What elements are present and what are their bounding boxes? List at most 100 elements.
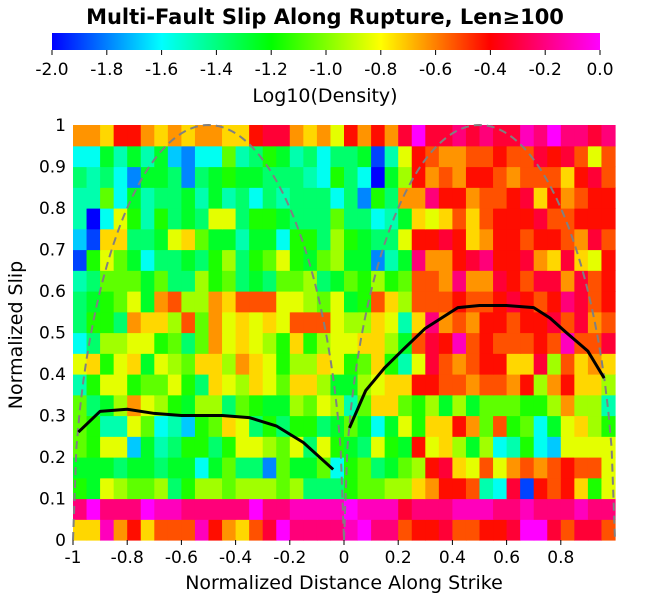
heatmap-cell <box>167 477 182 500</box>
heatmap-cell <box>316 270 332 292</box>
heatmap-cell <box>127 498 142 520</box>
heatmap-cell <box>86 353 101 375</box>
heatmap-cell <box>167 436 182 458</box>
reference-curve <box>343 123 616 541</box>
heatmap-cell <box>520 166 535 188</box>
heatmap-cell <box>222 228 237 251</box>
heatmap-cell <box>411 208 426 230</box>
heatmap-cell <box>357 415 372 437</box>
mean-slip-line <box>77 407 335 471</box>
heatmap-cell <box>357 311 372 334</box>
x-tick-label: 0.6 <box>493 548 520 568</box>
heatmap-cell <box>411 498 426 520</box>
heatmap-cell <box>384 477 399 500</box>
colorbar-tick-label: -1.8 <box>90 60 123 80</box>
heatmap-cell <box>262 166 277 188</box>
heatmap-cell <box>465 270 481 292</box>
heatmap-cell <box>181 477 196 500</box>
heatmap-cell <box>425 457 440 479</box>
heatmap-cell <box>222 374 237 396</box>
heatmap-cell <box>86 519 101 541</box>
heatmap-cell <box>208 208 223 230</box>
heatmap-cell <box>86 477 101 500</box>
heatmap-cell <box>249 125 264 147</box>
heatmap-cell <box>100 187 115 209</box>
heatmap-cell <box>493 291 508 313</box>
heatmap-cell <box>194 249 210 271</box>
heatmap-cell <box>344 166 359 188</box>
heatmap-cell <box>587 187 603 209</box>
heatmap-cell <box>520 228 535 251</box>
heatmap-cell <box>452 394 467 417</box>
heatmap-cell <box>452 415 467 437</box>
heatmap-cell <box>506 415 521 437</box>
heatmap-cell <box>398 187 413 209</box>
heatmap-cell <box>574 249 589 271</box>
heatmap-cell <box>587 394 603 417</box>
heatmap-cell <box>222 187 237 209</box>
heatmap-cell <box>154 166 169 188</box>
colorbar-tick-label: -1.2 <box>255 60 288 80</box>
heatmap-cell <box>330 332 345 354</box>
heatmap-cell <box>249 519 264 541</box>
heatmap-cell <box>181 166 196 188</box>
heatmap-cell <box>371 208 386 230</box>
heatmap-cell <box>303 311 318 334</box>
heatmap-cell <box>127 291 142 313</box>
heatmap-cell <box>357 270 372 292</box>
heatmap-cell <box>493 270 508 292</box>
heatmap-cell <box>181 394 196 417</box>
heatmap-cell <box>113 394 128 417</box>
heatmap-cell <box>235 166 250 188</box>
heatmap-cell <box>167 311 182 334</box>
heatmap-cell <box>344 498 359 520</box>
heatmap-cell <box>520 187 535 209</box>
heatmap-cell <box>330 208 345 230</box>
heatmap-cell <box>384 125 399 147</box>
heatmap-cell <box>86 187 101 209</box>
heatmap-cell <box>289 415 304 437</box>
heatmap-cell <box>222 332 237 354</box>
heatmap-cell <box>479 436 494 458</box>
heatmap-cell <box>73 353 88 375</box>
heatmap-cell <box>493 394 508 417</box>
heatmap-cell <box>167 374 182 396</box>
heatmap-cell <box>127 457 142 479</box>
heatmap-cell <box>127 353 142 375</box>
heatmap-cell <box>208 166 223 188</box>
heatmap-cell <box>493 498 508 520</box>
heatmap-cell <box>560 353 575 375</box>
y-axis: 0 0.1 0.2 0.3 0.4 0.5 0.6 0.7 0.8 0.9 1 <box>39 116 66 551</box>
heatmap-cell <box>357 228 372 251</box>
heatmap-cell <box>574 498 589 520</box>
heatmap-cell <box>493 519 508 541</box>
heatmap-cell <box>113 436 128 458</box>
heatmap-cell <box>276 498 291 520</box>
heatmap-cell <box>452 187 467 209</box>
heatmap-cell <box>113 457 128 479</box>
heatmap-cell <box>465 394 481 417</box>
heatmap-cell <box>289 291 304 313</box>
heatmap-cell <box>249 228 264 251</box>
reference-curve <box>72 123 345 541</box>
heatmap-cell <box>520 291 535 313</box>
heatmap-cell <box>303 270 318 292</box>
heatmap-cell <box>330 187 345 209</box>
heatmap-cell <box>181 415 196 437</box>
heatmap-cell <box>601 228 616 251</box>
heatmap-cell <box>262 519 277 541</box>
heatmap-cell <box>587 457 603 479</box>
heatmap-cell <box>411 145 426 168</box>
heatmap-cell <box>398 249 413 271</box>
heatmap-cell <box>289 374 304 396</box>
heatmap-cell <box>194 208 210 230</box>
colorbar-tick-label: 0.0 <box>586 60 613 80</box>
heatmap-cell <box>371 477 386 500</box>
heatmap-cell <box>316 145 332 168</box>
heatmap-cell <box>73 477 88 500</box>
heatmap-cell <box>276 519 291 541</box>
heatmap-cell <box>357 249 372 271</box>
heatmap-cell <box>601 187 616 209</box>
heatmap-cell <box>452 332 467 354</box>
